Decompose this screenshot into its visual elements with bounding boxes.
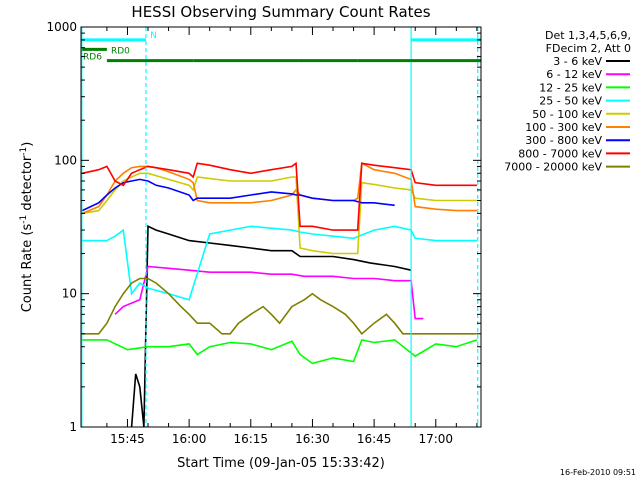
series-line-3 <box>82 338 478 365</box>
series-line-6 <box>81 162 477 215</box>
legend-entry-label-5: 50 - 100 keV <box>532 108 602 121</box>
x-tick-label-1: 15:45 <box>110 432 145 446</box>
y-tick-label-1: 1 <box>69 420 77 434</box>
y-tick-label-2: 10 <box>62 287 77 301</box>
x-tick-label-6: 17:00 <box>418 432 453 446</box>
legend: Det 1,3,4,5,6,9, FDecim 2, Att 0 3 - 6 k… <box>504 29 631 174</box>
series-line-8 <box>82 161 477 231</box>
legend-header-line1: Det 1,3,4,5,6,9, <box>545 29 631 42</box>
legend-entry-label-3: 12 - 25 keV <box>539 81 602 94</box>
flag-label-n: N <box>150 31 157 41</box>
y-tick-label-4: 1000 <box>46 20 77 34</box>
legend-entry-label-6: 100 - 300 keV <box>525 121 602 134</box>
legend-header-line2: FDecim 2, Att 0 <box>546 42 631 55</box>
y-tick-label-3: 100 <box>54 153 77 167</box>
y-axis-label: Count Rate (s-1 detector-1) <box>19 142 35 313</box>
legend-entry-label-2: 6 - 12 keV <box>546 68 602 81</box>
y-axis-label-sup1: -1 <box>19 215 29 224</box>
y-axis-label-sup2: -1 <box>19 147 29 156</box>
series-line-5 <box>82 172 477 255</box>
footer-timestamp: 16-Feb-2010 09:51 <box>560 468 636 477</box>
x-axis: 15:45 16:00 16:15 16:30 16:45 17:00 <box>106 27 478 446</box>
y-axis-label-mid: detector <box>20 155 35 215</box>
legend-entry-label-4: 25 - 50 keV <box>539 95 602 108</box>
x-tick-label-4: 16:30 <box>295 432 330 446</box>
x-axis-label: Start Time (09-Jan-05 15:33:42) <box>177 456 385 471</box>
y-axis-label-end: ) <box>20 142 35 147</box>
plot-frame <box>80 26 482 428</box>
marker-layer <box>81 27 479 427</box>
series-line-9 <box>82 277 477 335</box>
x-tick-label-3: 16:15 <box>233 432 268 446</box>
x-tick-label-2: 16:00 <box>172 432 207 446</box>
series-layer <box>81 161 478 427</box>
flag-layer: N RD0 RD6 <box>82 31 481 63</box>
chart-title: HESSI Observing Summary Count Rates <box>131 3 430 21</box>
legend-entry-label-7: 300 - 800 keV <box>525 134 602 147</box>
series-line-1 <box>130 225 412 427</box>
flag-label-rd6: RD6 <box>83 53 102 63</box>
x-tick-label-5: 16:45 <box>357 432 392 446</box>
flag-label-rd0: RD0 <box>111 46 130 56</box>
series-line-2 <box>114 265 424 320</box>
legend-entry-label-9: 7000 - 20000 keV <box>504 161 602 174</box>
y-axis: 1 10 100 1000 <box>46 20 481 434</box>
y-axis-label-main: Count Rate (s <box>20 224 35 313</box>
legend-entry-label-8: 800 - 7000 keV <box>518 147 602 160</box>
legend-entry-label-1: 3 - 6 keV <box>553 55 602 68</box>
